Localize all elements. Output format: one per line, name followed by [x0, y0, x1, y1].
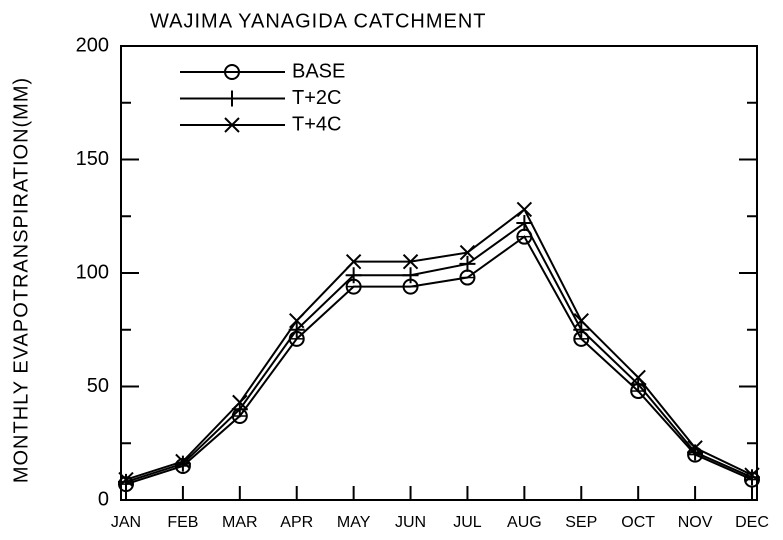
x-tick-label: APR: [280, 514, 313, 531]
marker: [402, 253, 419, 270]
marker: [573, 321, 590, 338]
legend-label: BASE: [292, 60, 345, 82]
marker: [345, 267, 362, 284]
marker: [289, 312, 305, 329]
x-tick-label: AUG: [507, 514, 542, 531]
marker: [459, 244, 476, 261]
marker: [118, 473, 134, 490]
x-tick-label: NOV: [678, 514, 713, 531]
marker: [573, 312, 589, 329]
x-tick-label: DEC: [735, 514, 769, 531]
marker: [224, 90, 240, 107]
y-tick-label: 200: [76, 34, 109, 56]
y-tick-label: 100: [76, 261, 109, 283]
marker: [224, 117, 240, 133]
y-tick-label: 150: [76, 148, 109, 170]
legend-label: T+4C: [292, 113, 341, 135]
marker: [744, 467, 760, 483]
y-tick-label: 0: [98, 488, 109, 510]
legend-label: T+2C: [292, 87, 341, 109]
marker: [459, 255, 476, 272]
x-tick-label: FEB: [167, 514, 198, 531]
x-tick-label: SEP: [565, 514, 597, 531]
x-tick-label: JAN: [111, 514, 141, 531]
marker: [516, 201, 533, 218]
x-tick-label: MAY: [337, 514, 371, 531]
marker: [175, 453, 191, 470]
marker: [687, 440, 703, 456]
y-tick-label: 50: [87, 375, 109, 397]
series-line: [125, 207, 753, 481]
marker: [402, 267, 419, 284]
x-tick-label: OCT: [621, 514, 655, 531]
marker: [345, 253, 362, 270]
marker: [118, 471, 134, 488]
y-axis-label: MONTHLY EVAPOTRANSPIRATION(MM): [10, 77, 32, 483]
chart-title: WAJIMA YANAGIDA CATCHMENT: [150, 10, 487, 32]
marker: [516, 215, 533, 232]
x-tick-label: MAR: [222, 514, 258, 531]
x-tick-label: JUN: [395, 514, 426, 531]
marker: [744, 469, 760, 486]
x-tick-label: JUL: [453, 514, 482, 531]
series: [118, 201, 760, 488]
marker: [630, 369, 646, 386]
series-line: [125, 235, 753, 486]
series-line: [125, 221, 753, 483]
marker: [232, 394, 248, 411]
